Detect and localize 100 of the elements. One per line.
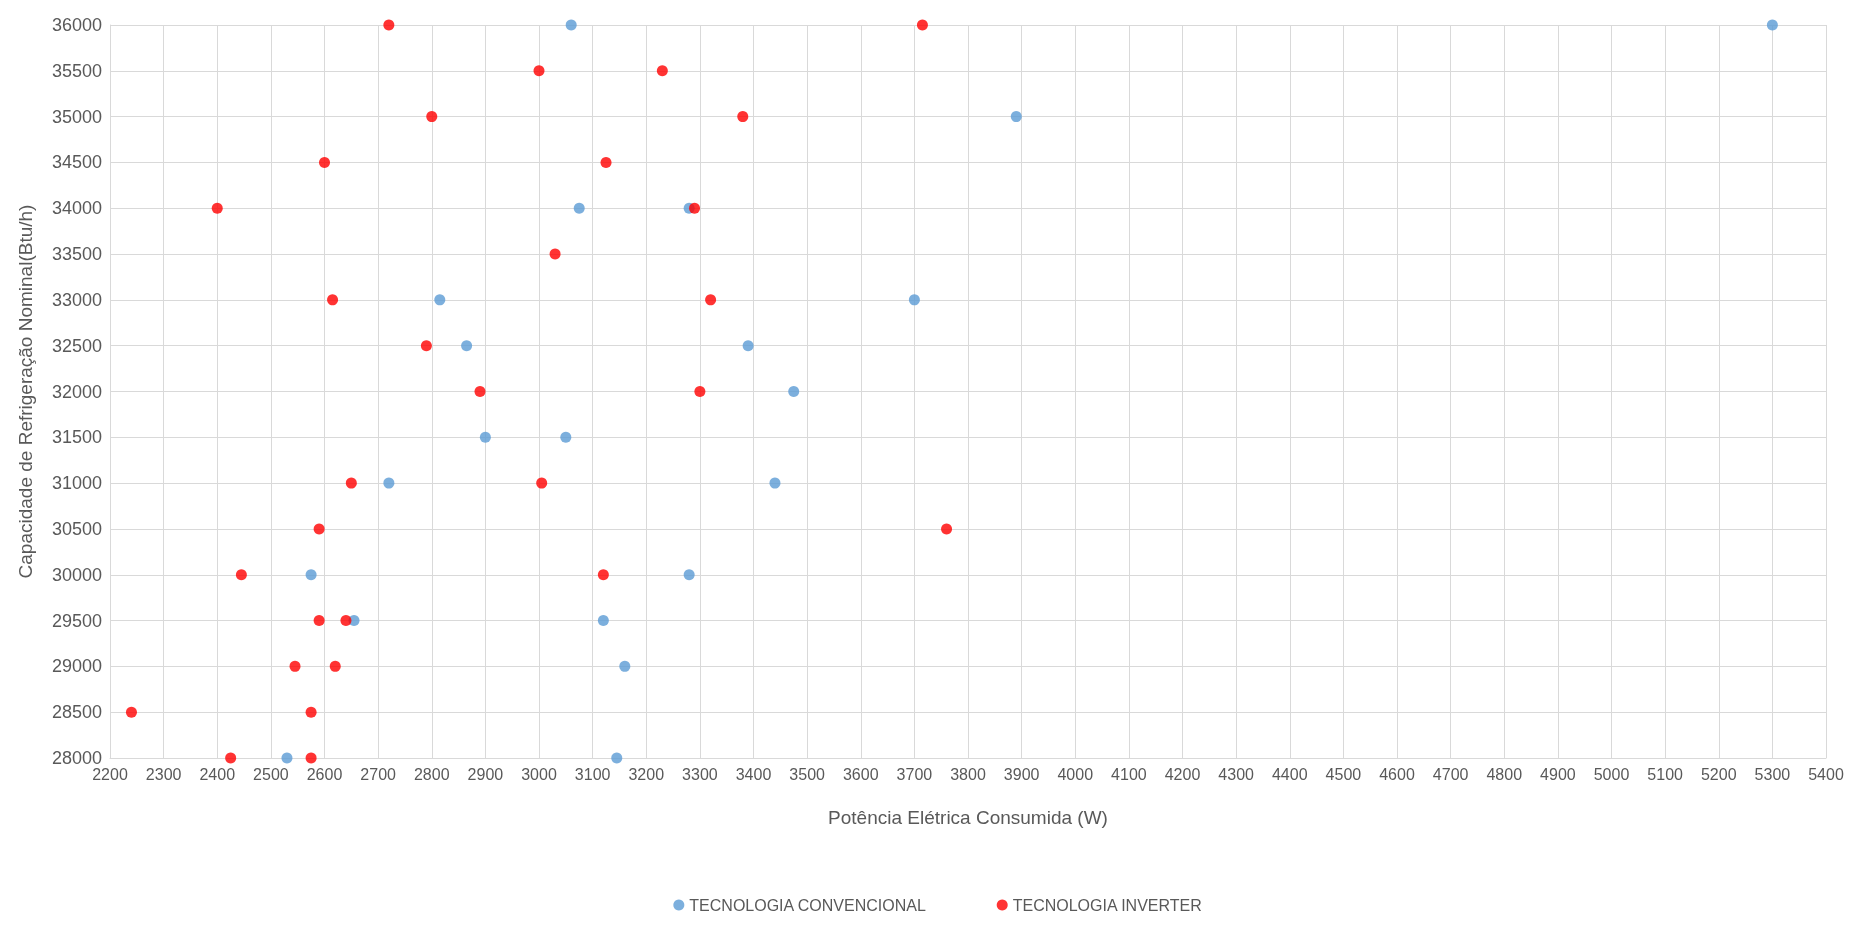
point <box>533 65 545 77</box>
point <box>313 523 325 535</box>
x-tick-label: 3900 <box>1003 765 1040 783</box>
y-tick-label: 33000 <box>51 289 102 310</box>
x-tick-label: 4600 <box>1379 765 1415 783</box>
x-tick-label: 3400 <box>735 765 772 783</box>
point <box>329 660 341 672</box>
x-tick-label: 2200 <box>92 765 128 783</box>
point <box>125 706 137 718</box>
x-tick-label: 3300 <box>682 765 718 783</box>
y-axis-title: Capacidade de Refrigeração Nominal(Btu/h) <box>15 204 36 579</box>
point <box>656 65 668 77</box>
point <box>573 202 585 214</box>
x-tick-label: 3600 <box>842 765 879 783</box>
y-tick-label: 31000 <box>51 473 102 494</box>
point <box>683 569 695 581</box>
point <box>705 294 717 306</box>
point <box>305 706 317 718</box>
point <box>1010 111 1022 123</box>
point <box>611 752 623 764</box>
point <box>383 477 395 489</box>
x-axis-title: Potência Elétrica Consumida (W) <box>828 807 1108 828</box>
y-tick-label: 31500 <box>51 427 102 448</box>
point <box>426 111 438 123</box>
y-tick-label: 34000 <box>51 198 102 219</box>
x-tick-label: 5000 <box>1593 765 1630 783</box>
x-tick-label: 4300 <box>1218 765 1255 783</box>
x-tick-label: 5100 <box>1647 765 1684 783</box>
y-tick-label: 30500 <box>51 518 102 539</box>
point <box>289 660 301 672</box>
y-tick-label: 28000 <box>51 748 102 768</box>
point <box>305 752 317 764</box>
point <box>434 294 446 306</box>
y-tick-label: 29500 <box>51 610 102 631</box>
point <box>560 431 572 443</box>
point <box>235 569 247 581</box>
x-tick-label: 5200 <box>1700 765 1737 783</box>
point <box>345 477 357 489</box>
point <box>281 752 293 764</box>
point <box>788 386 800 397</box>
y-tick-label: 29000 <box>51 656 102 677</box>
x-tick-label: 3000 <box>521 765 557 783</box>
point <box>742 340 754 352</box>
x-tick-label: 4700 <box>1432 765 1469 783</box>
point <box>420 340 432 352</box>
point <box>908 294 920 306</box>
point <box>461 340 473 352</box>
point <box>536 477 548 489</box>
point <box>916 19 928 31</box>
point <box>769 477 781 489</box>
point <box>383 19 395 31</box>
x-tick-label: 2600 <box>306 765 343 783</box>
point <box>474 386 486 397</box>
y-tick-label: 32500 <box>51 335 102 356</box>
legend-label: TECNOLOGIA CONVENCIONAL <box>689 896 926 914</box>
x-tick-label: 4200 <box>1164 765 1201 783</box>
y-tick-label: 35500 <box>51 60 102 81</box>
x-tick-label: 5400 <box>1808 765 1844 783</box>
point <box>340 615 352 627</box>
point <box>225 752 237 764</box>
point <box>327 294 339 306</box>
point <box>1766 19 1778 31</box>
point <box>565 19 577 31</box>
x-tick-label: 2800 <box>413 765 450 783</box>
point <box>479 431 491 443</box>
y-tick-label: 32000 <box>51 381 102 402</box>
x-tick-label: 4100 <box>1111 765 1147 783</box>
y-tick-label: 35000 <box>51 106 102 127</box>
x-tick-label: 4400 <box>1271 765 1308 783</box>
x-tick-label: 4900 <box>1540 765 1576 783</box>
point <box>305 569 317 581</box>
y-tick-label: 30000 <box>51 564 102 585</box>
x-tick-label: 3700 <box>896 765 933 783</box>
x-tick-label: 4800 <box>1486 765 1523 783</box>
point <box>313 615 325 627</box>
x-tick-label: 2400 <box>199 765 236 783</box>
x-tick-label: 2500 <box>253 765 289 783</box>
x-tick-label: 4000 <box>1057 765 1094 783</box>
point <box>737 111 749 123</box>
x-tick-label: 3100 <box>574 765 611 783</box>
x-tick-label: 2900 <box>467 765 504 783</box>
x-tick-label: 3800 <box>950 765 986 783</box>
point <box>549 248 561 260</box>
point <box>597 615 609 627</box>
x-tick-label: 5300 <box>1754 765 1791 783</box>
point <box>619 660 631 672</box>
point <box>319 156 330 168</box>
point <box>600 156 612 168</box>
y-tick-label: 28500 <box>51 702 102 723</box>
point <box>694 386 706 397</box>
y-tick-label: 36000 <box>51 15 102 35</box>
point <box>689 202 701 214</box>
x-tick-label: 3200 <box>628 765 665 783</box>
x-tick-label: 2300 <box>145 765 182 783</box>
x-tick-label: 2700 <box>360 765 397 783</box>
point <box>211 202 223 214</box>
y-tick-label: 34500 <box>51 152 102 173</box>
x-tick-label: 4500 <box>1325 765 1362 783</box>
y-tick-label: 33500 <box>51 244 102 265</box>
x-tick-label: 3500 <box>789 765 826 783</box>
